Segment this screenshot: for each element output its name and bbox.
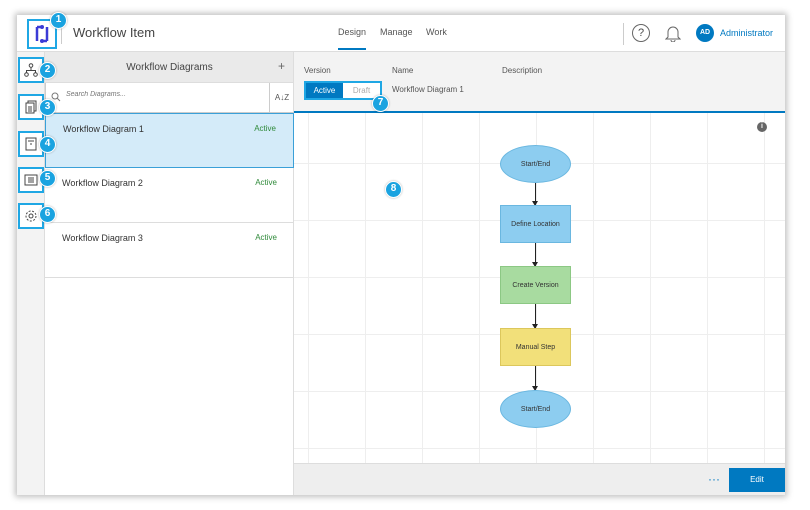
- list-item[interactable]: Workflow Diagram 2 Active: [45, 168, 294, 223]
- connector-arrow: [532, 243, 538, 267]
- tab-work[interactable]: Work: [426, 27, 447, 37]
- connector-arrow: [532, 304, 538, 329]
- tab-design[interactable]: Design: [338, 27, 367, 50]
- diagram-name: Workflow Diagram 3: [62, 233, 143, 243]
- side-rail: [17, 52, 45, 495]
- callout-1: 1: [50, 12, 67, 29]
- divider: [623, 23, 624, 45]
- header: Workflow Item Design Manage Work ? AD Ad…: [17, 15, 785, 52]
- manual-step[interactable]: Manual Step: [500, 328, 571, 366]
- diagrams-panel: Workflow Diagrams + A↓Z Workflow Diagram…: [45, 52, 294, 495]
- define-location-step[interactable]: Define Location: [500, 205, 571, 243]
- user-name[interactable]: Administrator: [720, 28, 774, 38]
- status-badge: Active: [254, 124, 276, 133]
- search-input[interactable]: [66, 91, 266, 98]
- callout-2: 2: [39, 62, 56, 79]
- status-badge: Active: [255, 178, 277, 187]
- panel-header: Workflow Diagrams +: [45, 52, 293, 83]
- callout-6: 6: [39, 206, 56, 223]
- list-item[interactable]: Workflow Diagram 1 Active: [45, 113, 294, 168]
- tab-manage[interactable]: Manage: [380, 27, 413, 37]
- description-label: Description: [502, 66, 543, 75]
- version-label: Version: [304, 66, 331, 75]
- avatar[interactable]: AD: [696, 24, 714, 42]
- add-diagram-button[interactable]: +: [277, 59, 285, 73]
- app-window: Workflow Item Design Manage Work ? AD Ad…: [17, 15, 785, 495]
- sort-button[interactable]: A↓Z: [269, 83, 294, 113]
- connector-arrow: [532, 183, 538, 206]
- diagram-canvas[interactable]: i Start/End Define Location Create Versi…: [294, 113, 785, 463]
- footer: ··· Edit: [294, 463, 785, 495]
- help-icon[interactable]: ?: [632, 24, 650, 42]
- callout-4: 4: [39, 136, 56, 153]
- diagram-name: Workflow Diagram 1: [63, 124, 144, 134]
- edit-button[interactable]: Edit: [729, 468, 785, 492]
- callout-5: 5: [39, 170, 56, 187]
- divider: [61, 24, 62, 44]
- name-label: Name: [392, 66, 414, 75]
- diagram-properties: Version Name Description Active Draft Wo…: [294, 52, 785, 113]
- list-item[interactable]: Workflow Diagram 3 Active: [45, 223, 294, 278]
- version-toggle: Active Draft: [304, 81, 382, 100]
- draft-version-button[interactable]: Draft: [343, 83, 380, 98]
- start-node[interactable]: Start/End: [500, 145, 571, 183]
- callout-8: 8: [385, 181, 402, 198]
- callout-7: 7: [372, 95, 389, 112]
- app-title: Workflow Item: [73, 25, 156, 40]
- workflow-logo-icon[interactable]: [27, 19, 57, 49]
- search-icon: [51, 92, 61, 102]
- callout-3: 3: [39, 99, 56, 116]
- search-box: A↓Z: [45, 83, 294, 113]
- connector-arrow: [532, 366, 538, 391]
- bell-icon[interactable]: [664, 24, 682, 47]
- create-version-step[interactable]: Create Version: [500, 266, 571, 304]
- status-badge: Active: [255, 233, 277, 242]
- name-value: Workflow Diagram 1: [392, 85, 464, 94]
- info-icon[interactable]: i: [757, 122, 767, 132]
- active-version-button[interactable]: Active: [306, 83, 343, 98]
- panel-title: Workflow Diagrams: [126, 62, 213, 73]
- end-node[interactable]: Start/End: [500, 390, 571, 428]
- diagram-name: Workflow Diagram 2: [62, 178, 143, 188]
- more-options-button[interactable]: ···: [708, 472, 720, 486]
